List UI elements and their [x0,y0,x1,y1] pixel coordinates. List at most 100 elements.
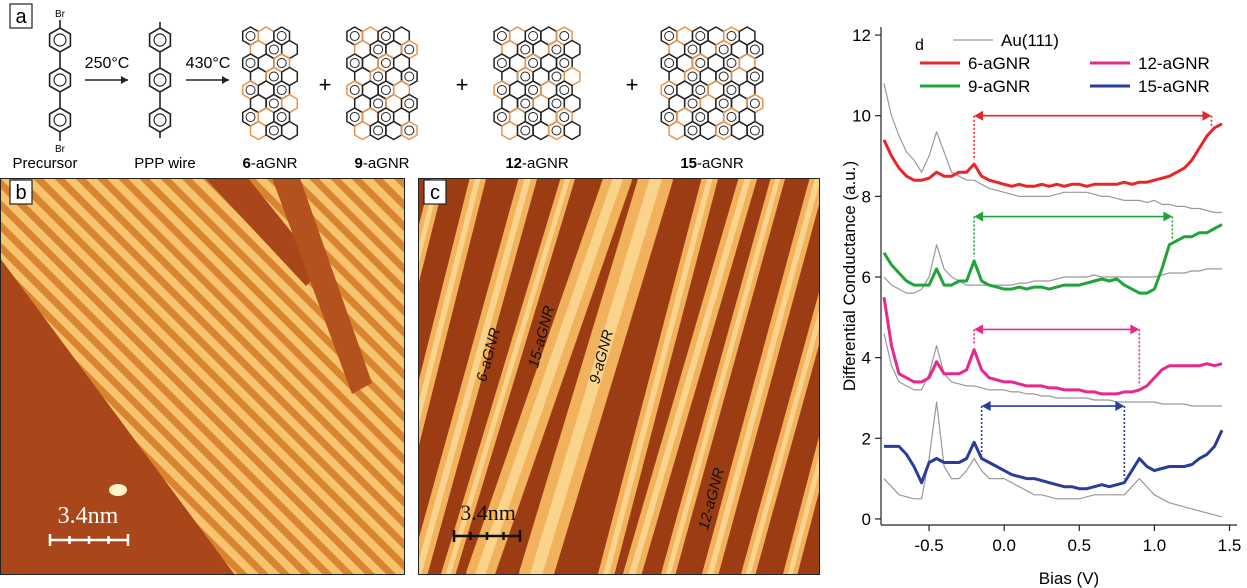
aromatic-ring [405,126,414,135]
aromatic-ring [521,45,530,54]
ribbon-ring [266,122,282,140]
molecule-label: 12-aGNR [505,155,569,172]
aromatic-ring [381,86,390,95]
aromatic-ring [246,113,255,122]
br-label: Br [55,9,66,20]
ribbon-ring [549,122,565,140]
aromatic-ring [374,126,383,135]
ribbon-ring [402,122,418,140]
br-label: Br [55,144,66,155]
aromatic-ring [381,59,390,68]
aromatic-ring [552,45,561,54]
aromatic-ring [350,86,359,95]
reference-line [884,334,1222,407]
aromatic-ring [665,32,674,41]
aromatic-ring [665,86,674,95]
aromatic-ring [521,99,530,108]
y-tick-label: 0 [862,510,871,529]
arrow-label: 430°C [186,55,231,72]
aromatic-ring [497,113,506,122]
aromatic-ring [665,59,674,68]
aromatic-ring [350,59,359,68]
aromatic-ring [374,72,383,81]
panel-label: a [15,6,27,28]
ribbon-number: 6 [242,155,250,172]
aromatic-ring [696,86,705,95]
aromatic-ring [269,126,278,135]
ribbon-suffix: -aGNR [251,155,298,172]
aromatic-ring [529,32,538,41]
aromatic-ring [277,86,286,95]
benzene-ring [150,28,171,52]
y-tick-label: 8 [862,187,871,206]
ribbon-ring [700,122,716,140]
benzene-ring [50,68,71,92]
aromatic-ring [54,114,66,126]
ribbon-ring [685,122,701,140]
ribbon-ring [251,122,267,140]
aromatic-ring [269,45,278,54]
y-tick-label: 4 [862,349,871,368]
aromatic-ring [269,72,278,81]
ribbon-ring [355,122,371,140]
molecule-label: 9-aGNR [354,155,409,172]
aromatic-ring [521,72,530,81]
aromatic-ring [719,99,728,108]
plus: + [319,72,332,97]
legend-label: Au(111) [1001,31,1059,50]
x-axis-label: Bias (V) [1039,569,1099,588]
ribbon-suffix: -aGNR [522,155,569,172]
aromatic-ring [374,45,383,54]
legend-label: 6-aGNR [968,54,1030,73]
x-tick-label: 0.0 [992,536,1016,555]
aromatic-ring [529,86,538,95]
molecule-label: PPP wire [134,155,195,172]
aromatic-ring [665,113,674,122]
ribbon-ring [564,122,580,140]
aromatic-ring [154,34,166,46]
aromatic-ring [521,126,530,135]
aromatic-ring [497,86,506,95]
aromatic-ring [246,32,255,41]
ribbon-ring [518,122,534,140]
ribbon-ring [282,122,298,140]
scale-bar-label: 3.4nm [460,500,516,525]
y-tick-label: 12 [852,26,871,45]
aromatic-ring [719,72,728,81]
ribbon-ring [386,122,402,140]
aromatic-ring [750,72,759,81]
arrow-head [222,76,229,84]
aromatic-ring [246,59,255,68]
panel-c: c 6-aGNR 15-aGNR 9-aGNR 12-aGNR 3.4nm [338,178,894,575]
aromatic-ring [560,113,569,122]
ribbon-suffix: -aGNR [363,155,410,172]
aromatic-ring [727,59,736,68]
aromatic-ring [381,113,390,122]
aromatic-ring [497,32,506,41]
aromatic-ring [688,126,697,135]
arrow-head [121,76,128,84]
x-tick-label: 1.0 [1143,536,1167,555]
aromatic-ring [246,86,255,95]
arrow-label: 250°C [85,55,130,72]
aromatic-ring [560,86,569,95]
aromatic-ring [405,72,414,81]
figure: a Br Br 250°C 430°C + + + Precursor PPP … [0,0,1247,588]
aromatic-ring [750,99,759,108]
series-line [884,430,1222,489]
aromatic-ring [405,99,414,108]
aromatic-ring [350,113,359,122]
aromatic-ring [552,126,561,135]
aromatic-ring [696,32,705,41]
legend-label: 12-aGNR [1138,54,1210,73]
aromatic-ring [552,99,561,108]
molecule-label: Precursor [12,155,77,172]
scale-bar-label: 3.4nm [58,503,119,529]
ribbon-number: 15 [680,155,697,172]
aromatic-ring [750,126,759,135]
aromatic-ring [696,59,705,68]
aromatic-ring [277,59,286,68]
panel-b: b 3.4nm [0,178,405,575]
aromatic-ring [54,74,66,86]
panel-a: a Br Br 250°C 430°C + + + Precursor PPP … [10,4,763,172]
